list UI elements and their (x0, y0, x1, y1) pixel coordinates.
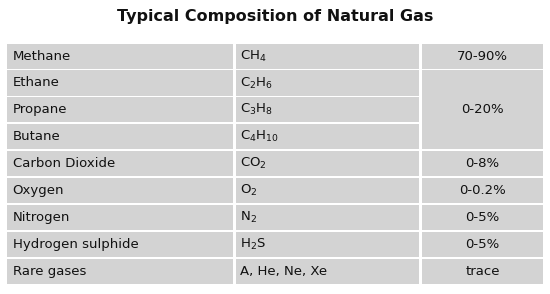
Text: CO$_2$: CO$_2$ (240, 156, 267, 171)
Bar (422, 44, 543, 69)
Text: C$_2$H$_6$: C$_2$H$_6$ (240, 76, 273, 91)
Text: 0-5%: 0-5% (465, 211, 499, 224)
Text: N$_2$: N$_2$ (240, 210, 257, 225)
Bar (236, 151, 419, 176)
Bar (236, 44, 419, 69)
Text: H$_2$S: H$_2$S (240, 237, 266, 252)
Text: Butane: Butane (13, 130, 60, 143)
Bar (7, 124, 233, 149)
Text: trace: trace (465, 265, 500, 278)
Bar (7, 178, 233, 203)
Bar (422, 71, 543, 149)
Text: Hydrogen sulphide: Hydrogen sulphide (13, 238, 139, 251)
Text: Carbon Dioxide: Carbon Dioxide (13, 157, 115, 170)
Bar (7, 97, 233, 123)
Text: Propane: Propane (13, 103, 67, 116)
Text: O$_2$: O$_2$ (240, 183, 257, 198)
Bar (236, 71, 419, 96)
Text: Nitrogen: Nitrogen (13, 211, 70, 224)
Text: C$_3$H$_8$: C$_3$H$_8$ (240, 102, 273, 117)
Bar (7, 205, 233, 230)
Text: 0-0.2%: 0-0.2% (459, 184, 506, 197)
Bar (422, 259, 543, 284)
Text: Rare gases: Rare gases (13, 265, 86, 278)
Bar (422, 232, 543, 257)
Bar (236, 232, 419, 257)
Text: C$_4$H$_{10}$: C$_4$H$_{10}$ (240, 129, 279, 144)
Bar (236, 97, 419, 123)
Bar (422, 178, 543, 203)
Text: Typical Composition of Natural Gas: Typical Composition of Natural Gas (117, 9, 433, 24)
Bar (236, 178, 419, 203)
Bar (7, 44, 233, 69)
Bar (236, 259, 419, 284)
Text: 0-8%: 0-8% (465, 157, 499, 170)
Bar (7, 259, 233, 284)
Text: Methane: Methane (13, 50, 71, 63)
Bar (236, 124, 419, 149)
Bar (236, 205, 419, 230)
Text: 70-90%: 70-90% (457, 50, 508, 63)
Bar (7, 151, 233, 176)
Text: Oxygen: Oxygen (13, 184, 64, 197)
Bar (7, 232, 233, 257)
Text: Ethane: Ethane (13, 76, 59, 89)
Text: A, He, Ne, Xe: A, He, Ne, Xe (240, 265, 327, 278)
Bar (7, 71, 233, 96)
Text: CH$_4$: CH$_4$ (240, 49, 267, 64)
Text: 0-5%: 0-5% (465, 238, 499, 251)
Bar (422, 151, 543, 176)
Text: 0-20%: 0-20% (461, 103, 504, 116)
Bar (422, 205, 543, 230)
